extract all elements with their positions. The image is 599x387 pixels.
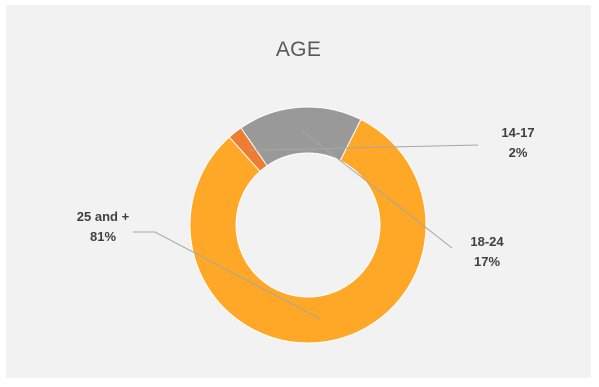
value-label: 17%: [474, 254, 500, 269]
category-label: 25 and +: [77, 209, 130, 224]
leader-line: [133, 231, 321, 320]
value-label: 2%: [509, 145, 528, 160]
slices-group: [189, 106, 427, 344]
labels-group: 25 and + 81% 14-17 2% 18-24 17%: [77, 125, 535, 269]
leader-lines-group: [133, 129, 479, 320]
chart-title: AGE: [275, 38, 322, 61]
value-label: 81%: [90, 229, 116, 244]
slice-18-24: [240, 106, 362, 167]
category-label: 18-24: [470, 234, 504, 249]
leader-line: [249, 144, 479, 151]
category-label: 14-17: [501, 125, 534, 140]
slice-25-and-: [189, 118, 427, 344]
leader-line: [301, 129, 453, 249]
